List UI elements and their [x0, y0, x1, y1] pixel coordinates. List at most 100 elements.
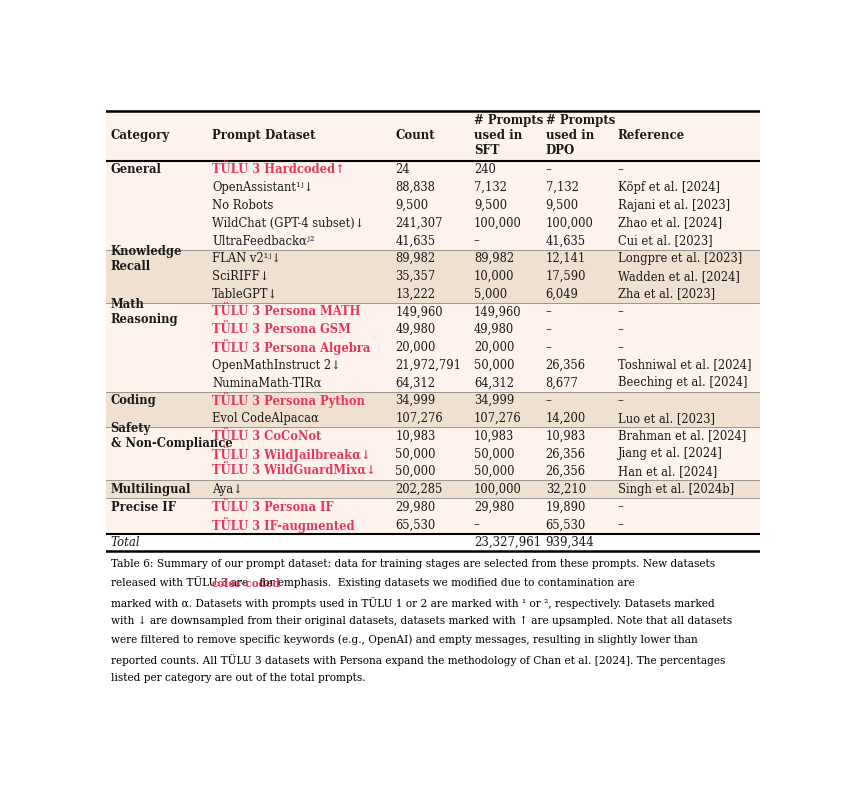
- Text: # Prompts
used in
DPO: # Prompts used in DPO: [546, 114, 615, 157]
- Text: Count: Count: [395, 130, 435, 142]
- Text: # Prompts
used in
SFT: # Prompts used in SFT: [473, 114, 544, 157]
- Text: Han et al. [2024]: Han et al. [2024]: [618, 465, 717, 478]
- Text: listed per category are out of the total prompts.: listed per category are out of the total…: [111, 673, 365, 683]
- Text: 9,500: 9,500: [546, 199, 579, 211]
- Text: TÜLU 3 WildJailbreakα↓: TÜLU 3 WildJailbreakα↓: [212, 446, 371, 462]
- Text: OpenMathInstruct 2↓: OpenMathInstruct 2↓: [212, 359, 341, 371]
- Text: 10,983: 10,983: [546, 429, 586, 443]
- Text: 7,132: 7,132: [473, 181, 506, 194]
- Text: 26,356: 26,356: [546, 465, 586, 478]
- Text: 24: 24: [395, 163, 410, 176]
- Text: Precise IF: Precise IF: [111, 501, 176, 514]
- Text: 939,344: 939,344: [546, 536, 594, 549]
- Text: 29,980: 29,980: [473, 501, 514, 514]
- Text: 149,960: 149,960: [395, 305, 443, 318]
- Bar: [106, 533, 760, 552]
- Text: 100,000: 100,000: [546, 216, 593, 230]
- Text: 32,210: 32,210: [546, 483, 586, 496]
- Bar: [106, 111, 760, 552]
- Text: 107,276: 107,276: [473, 412, 522, 425]
- Text: Jiang et al. [2024]: Jiang et al. [2024]: [618, 448, 722, 460]
- Text: Köpf et al. [2024]: Köpf et al. [2024]: [618, 181, 720, 194]
- Text: 107,276: 107,276: [395, 412, 443, 425]
- Text: Cui et al. [2023]: Cui et al. [2023]: [618, 235, 712, 247]
- Text: General: General: [111, 163, 161, 176]
- Text: 13,222: 13,222: [395, 288, 436, 301]
- Text: 65,530: 65,530: [395, 518, 436, 531]
- Text: 35,357: 35,357: [395, 270, 436, 283]
- Text: 49,980: 49,980: [473, 323, 514, 336]
- Text: 26,356: 26,356: [546, 448, 586, 460]
- Text: TÜLU 3 WildGuardMixα↓: TÜLU 3 WildGuardMixα↓: [212, 465, 376, 478]
- Text: –: –: [618, 518, 624, 531]
- Text: Toshniwal et al. [2024]: Toshniwal et al. [2024]: [618, 359, 751, 371]
- Text: 49,980: 49,980: [395, 323, 436, 336]
- Text: 12,141: 12,141: [546, 252, 586, 265]
- Text: –: –: [618, 323, 624, 336]
- Text: –: –: [546, 305, 551, 318]
- Text: –: –: [473, 235, 479, 247]
- Text: Category: Category: [111, 130, 170, 142]
- Text: 241,307: 241,307: [395, 216, 443, 230]
- Text: 64,312: 64,312: [473, 376, 514, 390]
- Text: for emphasis.  Existing datasets we modified due to contamination are: for emphasis. Existing datasets we modif…: [256, 578, 635, 588]
- Text: 7,132: 7,132: [546, 181, 579, 194]
- Text: –: –: [546, 323, 551, 336]
- Bar: [106, 480, 760, 498]
- Text: TÜLU 3 Persona IF: TÜLU 3 Persona IF: [212, 501, 333, 514]
- Text: TableGPT↓: TableGPT↓: [212, 288, 279, 301]
- Text: TÜLU 3 Persona Algebra: TÜLU 3 Persona Algebra: [212, 339, 371, 355]
- Text: 23,327,961: 23,327,961: [473, 536, 541, 549]
- Text: 17,590: 17,590: [546, 270, 587, 283]
- Text: 202,285: 202,285: [395, 483, 442, 496]
- Text: TÜLU 3 Persona Python: TÜLU 3 Persona Python: [212, 393, 365, 409]
- Text: 88,838: 88,838: [395, 181, 436, 194]
- Text: Longpre et al. [2023]: Longpre et al. [2023]: [618, 252, 742, 265]
- Text: –: –: [618, 394, 624, 407]
- Text: 19,890: 19,890: [546, 501, 586, 514]
- Text: Multilingual: Multilingual: [111, 483, 191, 496]
- Text: 64,312: 64,312: [395, 376, 436, 390]
- Text: Safety
& Non-Compliance: Safety & Non-Compliance: [111, 422, 232, 450]
- Text: with ↓ are downsampled from their original datasets, datasets marked with ↑ are : with ↓ are downsampled from their origin…: [111, 616, 732, 626]
- Text: released with TÜLU 3 are: released with TÜLU 3 are: [111, 578, 252, 588]
- Text: UltraFeedbackαʲ²: UltraFeedbackαʲ²: [212, 235, 315, 247]
- Text: Aya↓: Aya↓: [212, 483, 243, 496]
- Text: 14,200: 14,200: [546, 412, 586, 425]
- Text: 149,960: 149,960: [473, 305, 522, 318]
- Text: Prompt Dataset: Prompt Dataset: [212, 130, 316, 142]
- Text: 34,999: 34,999: [473, 394, 514, 407]
- Text: 34,999: 34,999: [395, 394, 436, 407]
- Text: 10,983: 10,983: [473, 429, 514, 443]
- Text: Brahman et al. [2024]: Brahman et al. [2024]: [618, 429, 746, 443]
- Text: –: –: [546, 163, 551, 176]
- Text: 5,000: 5,000: [473, 288, 507, 301]
- Text: –: –: [618, 305, 624, 318]
- Text: 29,980: 29,980: [395, 501, 436, 514]
- Text: Wadden et al. [2024]: Wadden et al. [2024]: [618, 270, 739, 283]
- Text: 6,049: 6,049: [546, 288, 579, 301]
- Text: Total: Total: [111, 536, 140, 549]
- Text: were filtered to remove specific keywords (e.g., OpenAI) and empty messages, res: were filtered to remove specific keyword…: [111, 634, 697, 646]
- Text: 26,356: 26,356: [546, 359, 586, 371]
- Text: WildChat (GPT-4 subset)↓: WildChat (GPT-4 subset)↓: [212, 216, 365, 230]
- Text: Knowledge
Recall: Knowledge Recall: [111, 245, 182, 273]
- Bar: [106, 392, 760, 427]
- Text: SciRIFF↓: SciRIFF↓: [212, 270, 269, 283]
- Bar: [106, 161, 760, 250]
- Text: 89,982: 89,982: [473, 252, 514, 265]
- Text: 21,972,791: 21,972,791: [395, 359, 462, 371]
- Text: TÜLU 3 Persona GSM: TÜLU 3 Persona GSM: [212, 323, 351, 336]
- Text: 100,000: 100,000: [473, 216, 522, 230]
- Text: 100,000: 100,000: [473, 483, 522, 496]
- Text: Coding: Coding: [111, 394, 156, 407]
- Text: TÜLU 3 Persona MATH: TÜLU 3 Persona MATH: [212, 305, 360, 318]
- Text: –: –: [473, 518, 479, 531]
- Text: 41,635: 41,635: [395, 235, 436, 247]
- Text: 50,000: 50,000: [395, 448, 436, 460]
- Text: Luo et al. [2023]: Luo et al. [2023]: [618, 412, 715, 425]
- Text: TÜLU 3 Hardcoded↑: TÜLU 3 Hardcoded↑: [212, 163, 345, 176]
- Text: Math
Reasoning: Math Reasoning: [111, 298, 178, 326]
- Bar: [106, 427, 760, 480]
- Text: NuminaMath-TIRα: NuminaMath-TIRα: [212, 376, 322, 390]
